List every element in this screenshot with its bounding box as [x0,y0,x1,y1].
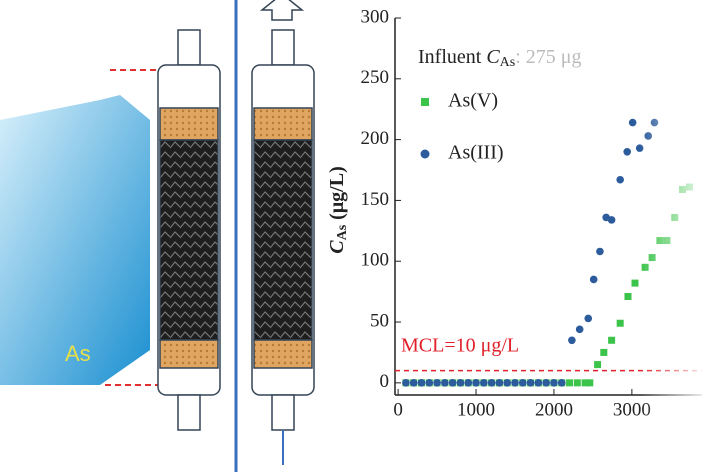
y-label-text: (μg/L) [326,166,348,225]
point [519,379,527,387]
point [623,148,631,156]
point [402,379,410,387]
reference-label: MCL=10 μg/L [401,334,519,356]
point [472,379,480,387]
point [586,379,593,386]
annotation-text: As [500,55,516,70]
point [600,349,607,356]
point [624,293,631,300]
point [503,379,511,387]
x-tick-label: 1000 [457,399,495,420]
point [584,315,592,323]
point [449,379,457,387]
point [617,320,624,327]
point [488,379,496,387]
point [410,379,418,387]
point [496,379,504,387]
y-label-text: C [326,240,348,254]
point [566,379,573,386]
point [441,379,449,387]
x-tick-label: 0 [393,399,403,420]
point [425,379,433,387]
point [558,379,566,387]
point [574,379,581,386]
y-tick-label: 300 [361,6,390,27]
annotation: Influent CAs: 275 μg [418,46,582,71]
point [457,379,465,387]
x-tick-label: 2000 [535,399,573,420]
point [550,379,558,387]
graphical-abstract: As Influent CAs: 275 μg CAs (μg/L) 05010… [0,0,704,472]
y-tick-label: 100 [361,250,390,271]
point [629,119,637,127]
fade [640,0,704,472]
point [616,176,624,184]
annotation-text: Influent [418,46,486,68]
point [527,379,535,387]
point [480,379,488,387]
point [535,379,543,387]
y-tick-label: 50 [370,310,389,331]
tank-label: As [65,341,91,366]
y-tick-label: 250 [361,67,390,88]
legend-label: As(V) [448,90,498,112]
point [511,379,519,387]
point [608,216,616,224]
point [433,379,441,387]
column [252,0,314,465]
legend-marker [421,98,429,106]
legend-marker [421,150,430,159]
y-axis-label: CAs (μg/L) [326,166,351,253]
y-tick-label: 150 [361,189,390,210]
column [158,30,220,430]
illustration: As [0,0,314,472]
annotation-text: : 275 μg [515,46,581,68]
annotation-text: C [486,46,500,68]
point [590,276,598,284]
point [596,248,604,256]
point [542,379,550,387]
point [594,361,601,368]
y-tick-label: 0 [380,371,390,392]
y-tick-label: 200 [361,128,390,149]
point [568,336,576,344]
legend-label: As(III) [448,142,504,164]
point [631,280,638,287]
point [418,379,426,387]
y-label-text: As [335,224,350,240]
point [464,379,472,387]
point [576,326,584,334]
point [608,337,615,344]
